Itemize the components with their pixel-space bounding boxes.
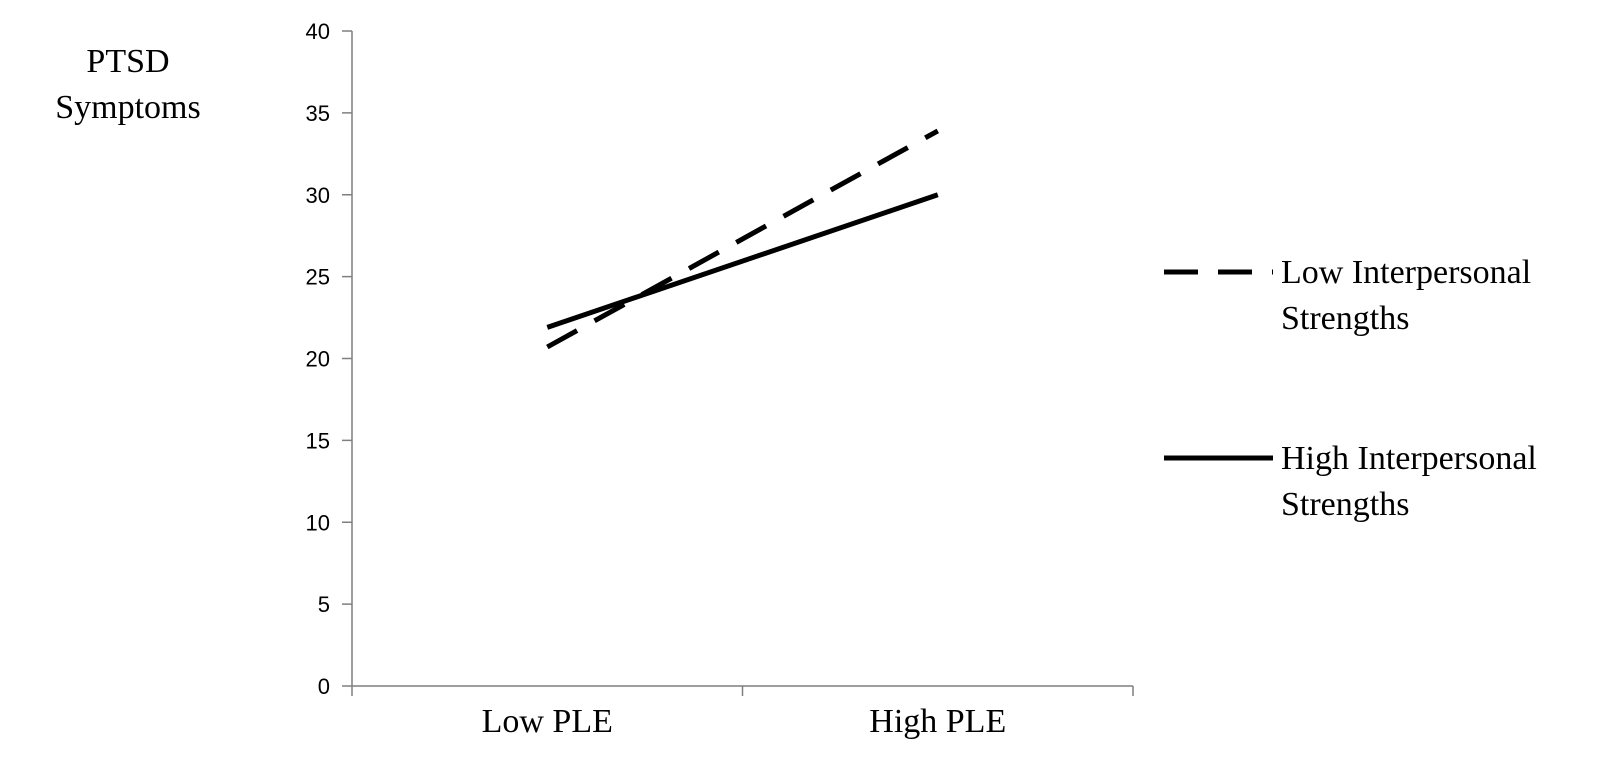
series-line-low-interpersonal — [546, 128, 940, 350]
y-axis-title-line-2: Symptoms — [55, 89, 200, 126]
y-tick-label: 35 — [306, 101, 330, 126]
y-tick-label: 5 — [318, 592, 330, 617]
y-tick-label: 20 — [306, 347, 330, 372]
y-tick-label: 0 — [318, 674, 330, 699]
x-tick-label: Low PLE — [482, 703, 613, 740]
y-ticks: 0 5 10 15 20 25 30 35 40 — [306, 19, 352, 699]
y-tick-label: 10 — [306, 510, 330, 535]
series-line-high-interpersonal — [546, 192, 939, 330]
y-tick-label: 40 — [306, 19, 330, 44]
y-tick-label: 25 — [306, 265, 330, 290]
legend-label: Strengths — [1281, 300, 1409, 337]
y-tick-label: 30 — [306, 183, 330, 208]
x-tick-label: High PLE — [869, 703, 1006, 740]
series-lines — [546, 128, 940, 350]
y-axis-title-line-1: PTSD — [86, 43, 169, 80]
legend-label: Strengths — [1281, 486, 1409, 523]
legend-label: High Interpersonal — [1281, 440, 1537, 477]
legend-label: Low Interpersonal — [1281, 254, 1531, 291]
y-tick-label: 15 — [306, 428, 330, 453]
x-ticks: Low PLE High PLE — [351, 686, 1134, 740]
legend: Low Interpersonal Strengths High Interpers… — [1164, 254, 1537, 523]
